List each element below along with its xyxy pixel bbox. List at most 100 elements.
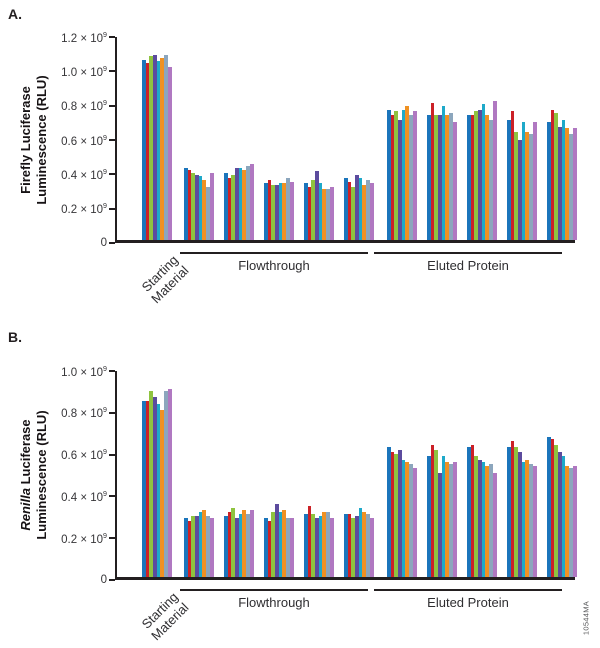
bar bbox=[532, 121, 537, 240]
bar bbox=[167, 66, 172, 240]
bar bbox=[554, 112, 559, 240]
bar-group bbox=[184, 167, 214, 240]
bar bbox=[282, 510, 287, 577]
bar bbox=[434, 449, 439, 577]
bar bbox=[369, 518, 374, 577]
bar bbox=[427, 114, 431, 240]
y-tick-mark bbox=[109, 104, 115, 107]
bar-group bbox=[427, 445, 457, 577]
bar bbox=[355, 516, 359, 577]
bar bbox=[238, 514, 243, 577]
bar bbox=[532, 466, 537, 577]
bar bbox=[329, 186, 334, 240]
bar bbox=[198, 512, 203, 577]
bar bbox=[198, 176, 203, 240]
bar bbox=[195, 516, 199, 577]
bar bbox=[160, 58, 165, 240]
bar bbox=[358, 508, 363, 577]
x-section-label: Eluted Protein bbox=[427, 595, 509, 610]
bar bbox=[227, 178, 232, 240]
bar bbox=[441, 106, 446, 240]
bar bbox=[307, 186, 312, 240]
bar-group bbox=[427, 102, 457, 240]
bar bbox=[489, 464, 493, 577]
panel-label-a: A. bbox=[8, 6, 22, 22]
bar bbox=[438, 114, 442, 240]
bar bbox=[362, 512, 367, 577]
y-tick-label: 0 bbox=[100, 573, 107, 586]
bar bbox=[315, 171, 319, 240]
bar bbox=[344, 178, 348, 240]
bar bbox=[249, 164, 254, 240]
y-tick-mark bbox=[109, 139, 115, 141]
y-tick-mark bbox=[109, 173, 115, 176]
bar bbox=[572, 466, 577, 577]
bar bbox=[311, 179, 316, 240]
bar bbox=[322, 512, 327, 577]
bar bbox=[329, 518, 334, 577]
bar bbox=[289, 181, 294, 240]
bar bbox=[224, 173, 228, 240]
bar bbox=[387, 447, 391, 577]
bar bbox=[470, 445, 475, 577]
bar bbox=[206, 516, 210, 577]
bar-group bbox=[387, 106, 417, 240]
bar bbox=[227, 512, 232, 577]
y-axis-title-line1: Renilla Luciferase bbox=[17, 419, 33, 531]
bar bbox=[561, 455, 566, 577]
bar bbox=[311, 514, 316, 577]
bar bbox=[344, 514, 348, 577]
bar bbox=[209, 173, 214, 240]
bar bbox=[430, 445, 435, 577]
bar bbox=[550, 109, 555, 240]
bar bbox=[271, 185, 276, 240]
y-tick-label: 1.2 × 109 bbox=[61, 30, 107, 45]
bar bbox=[401, 109, 406, 240]
bar bbox=[507, 447, 511, 577]
bar bbox=[142, 401, 146, 577]
bar bbox=[445, 114, 450, 240]
bar bbox=[398, 119, 402, 240]
y-tick-label: 0.2 × 109 bbox=[61, 202, 107, 216]
panel-label-b: B. bbox=[8, 329, 22, 345]
bar bbox=[278, 512, 283, 577]
bar bbox=[347, 514, 352, 577]
y-tick-label: 0.2 × 109 bbox=[61, 531, 107, 546]
y-tick-label: 0.4 × 109 bbox=[61, 167, 107, 182]
bar bbox=[510, 441, 515, 577]
bar bbox=[572, 128, 577, 240]
bar bbox=[153, 54, 157, 240]
bar bbox=[478, 109, 482, 240]
bar bbox=[267, 520, 272, 577]
bar bbox=[362, 185, 367, 240]
y-tick-mark bbox=[109, 370, 115, 372]
bar bbox=[478, 459, 482, 577]
bar bbox=[202, 179, 207, 240]
bar bbox=[289, 518, 294, 577]
bar bbox=[467, 447, 471, 577]
bar bbox=[318, 183, 323, 240]
bar bbox=[474, 455, 479, 577]
bar bbox=[264, 183, 268, 240]
y-tick-label: 0 bbox=[100, 236, 107, 249]
y-tick-label: 0.4 × 109 bbox=[61, 489, 107, 504]
bar bbox=[187, 520, 192, 577]
bar bbox=[153, 397, 157, 577]
bar bbox=[514, 131, 519, 240]
bar-group bbox=[304, 171, 334, 240]
bar bbox=[405, 462, 410, 577]
bar bbox=[518, 451, 522, 577]
bar bbox=[427, 455, 431, 577]
bar bbox=[409, 464, 413, 577]
bar bbox=[449, 112, 453, 240]
bar bbox=[286, 178, 290, 240]
bar bbox=[489, 119, 493, 240]
y-tick-label: 0.8 × 109 bbox=[61, 406, 107, 421]
bar bbox=[387, 109, 391, 240]
bar-group bbox=[224, 164, 254, 240]
bar bbox=[369, 183, 374, 240]
figure-code: 10544MA bbox=[581, 600, 591, 636]
section-bracket bbox=[180, 252, 368, 254]
y-tick-mark bbox=[109, 453, 115, 456]
bar bbox=[558, 451, 562, 577]
